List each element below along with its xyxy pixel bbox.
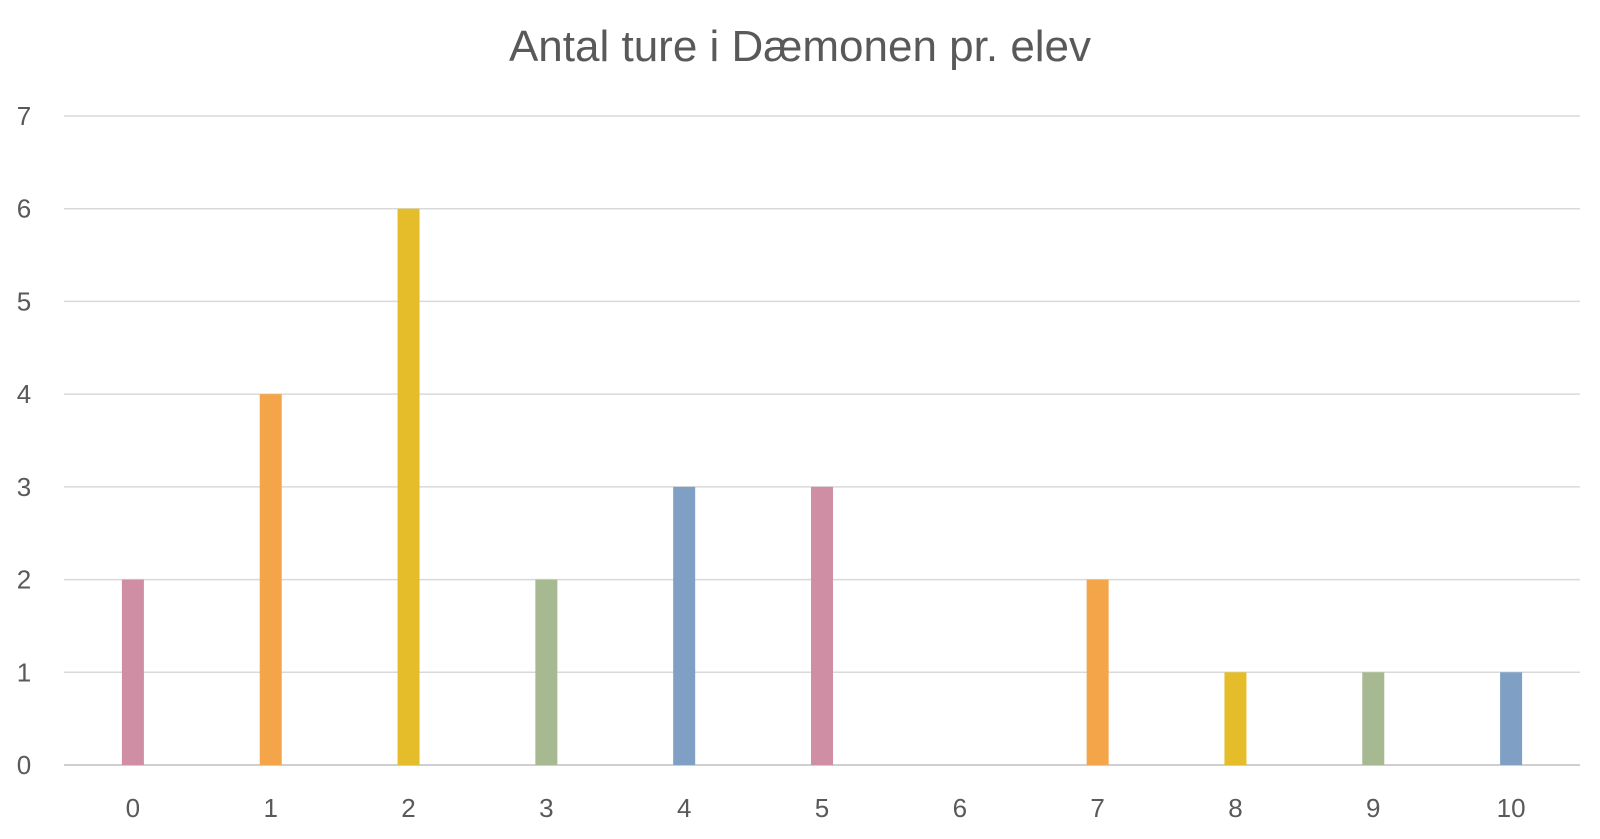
bar-8 [1224,672,1247,765]
x-tick-label: 7 [1090,793,1104,823]
bars [121,208,1523,765]
x-tick-label: 6 [953,793,967,823]
y-tick-label: 0 [17,750,31,780]
chart-title: Antal ture i Dæmonen pr. elev [508,22,1092,71]
x-tick-label: 8 [1228,793,1242,823]
y-tick-label: 7 [17,101,31,131]
x-tick-label: 2 [401,793,415,823]
bar-1 [259,394,282,765]
x-tick-label: 4 [677,793,691,823]
y-tick-label: 2 [17,565,31,595]
x-tick-label: 5 [815,793,829,823]
bar-4 [673,486,696,765]
bar-9 [1362,672,1385,765]
y-tick-label: 1 [17,657,31,687]
y-tick-label: 3 [17,472,31,502]
x-tick-label: 3 [539,793,553,823]
y-tick-label: 4 [17,379,31,409]
x-tick-label: 10 [1497,793,1526,823]
bar-5 [811,486,833,765]
y-tick-label: 6 [17,194,31,224]
bar-7 [1086,579,1109,765]
bar-10 [1500,672,1523,765]
y-tick-label: 5 [17,286,31,316]
x-tick-label: 1 [263,793,277,823]
bar-3 [535,579,558,765]
x-tick-labels: 0 1 2 3 4 5 6 7 8 9 10 [126,793,1526,823]
x-tick-label: 0 [126,793,140,823]
bar-0 [121,579,144,765]
y-tick-labels: 0 1 2 3 4 5 6 7 [17,101,31,780]
x-tick-label: 9 [1366,793,1380,823]
bar-2 [397,208,420,765]
